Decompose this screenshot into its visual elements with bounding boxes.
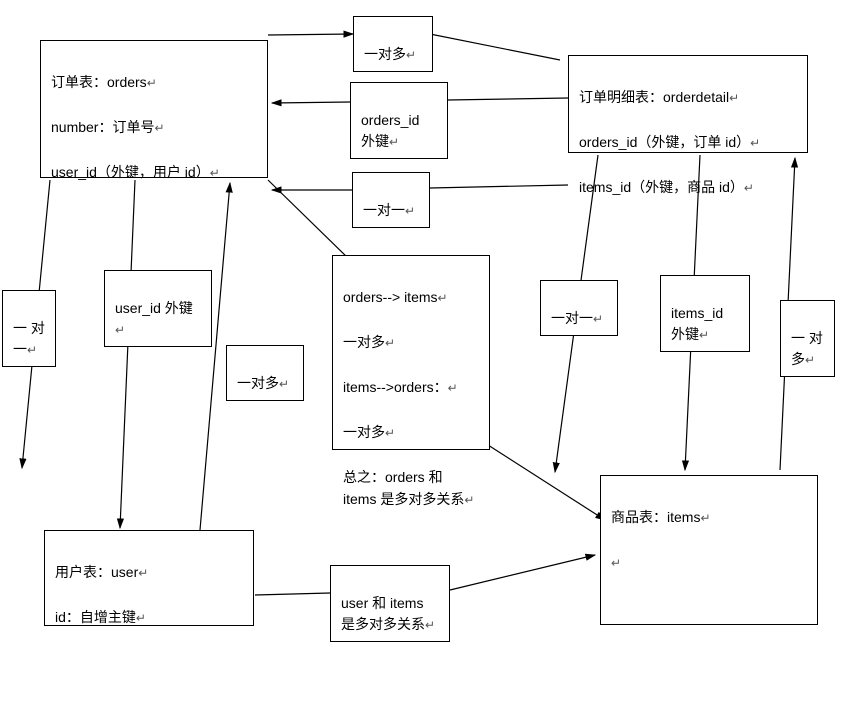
items-line2: ↵ xyxy=(611,551,807,573)
items-box: 商品表：items↵ ↵ xyxy=(600,475,818,625)
orders-items-relation-box: orders--> items↵ 一对多↵ items-->orders：↵ 一… xyxy=(332,255,490,450)
orderdetail-box: 订单明细表：orderdetail↵ orders_id（外键，订单 id）↵ … xyxy=(568,55,808,153)
rel-line3: items-->orders：↵ xyxy=(343,376,479,398)
user-box: 用户表：user↵ id：自增主键↵ xyxy=(44,530,254,626)
label-top-one-many: 一对多↵ xyxy=(353,16,433,72)
orderdetail-line2: orders_id（外键，订单 id）↵ xyxy=(579,131,797,153)
label-items-id-fk: items_id 外键↵ xyxy=(660,275,750,352)
user-line2: id：自增主键↵ xyxy=(55,606,243,628)
rel-line4: 一对多↵ xyxy=(343,421,479,443)
orders-title: 订单表：orders↵ xyxy=(51,71,257,93)
label-one-many-mid: 一对多↵ xyxy=(226,345,304,401)
rel-line2: 一对多↵ xyxy=(343,331,479,353)
label-orders-id-fk: orders_id 外键↵ xyxy=(350,82,448,159)
rel-line1: orders--> items↵ xyxy=(343,286,479,308)
orderdetail-line3: items_id（外键，商品 id）↵ xyxy=(579,176,797,198)
label-one-one-right: 一对一↵ xyxy=(540,280,618,336)
label-one-one-top: 一对一↵ xyxy=(352,172,430,228)
orders-line3: user_id（外键，用户 id）↵ xyxy=(51,161,257,183)
orders-box: 订单表：orders↵ number：订单号↵ user_id（外键，用户 id… xyxy=(40,40,268,178)
rel-line5: 总之：orders 和 items 是多对多关系↵ xyxy=(343,466,479,511)
label-user-items-rel: user 和 items 是多对多关系↵ xyxy=(330,565,450,642)
items-title: 商品表：items↵ xyxy=(611,506,807,528)
orderdetail-title: 订单明细表：orderdetail↵ xyxy=(579,86,797,108)
label-one-one-left: 一 对一↵ xyxy=(2,290,56,367)
user-title: 用户表：user↵ xyxy=(55,561,243,583)
label-one-many-right: 一 对多↵ xyxy=(780,300,835,377)
orders-line2: number：订单号↵ xyxy=(51,116,257,138)
label-user-id-fk: user_id 外键↵ xyxy=(104,270,212,347)
